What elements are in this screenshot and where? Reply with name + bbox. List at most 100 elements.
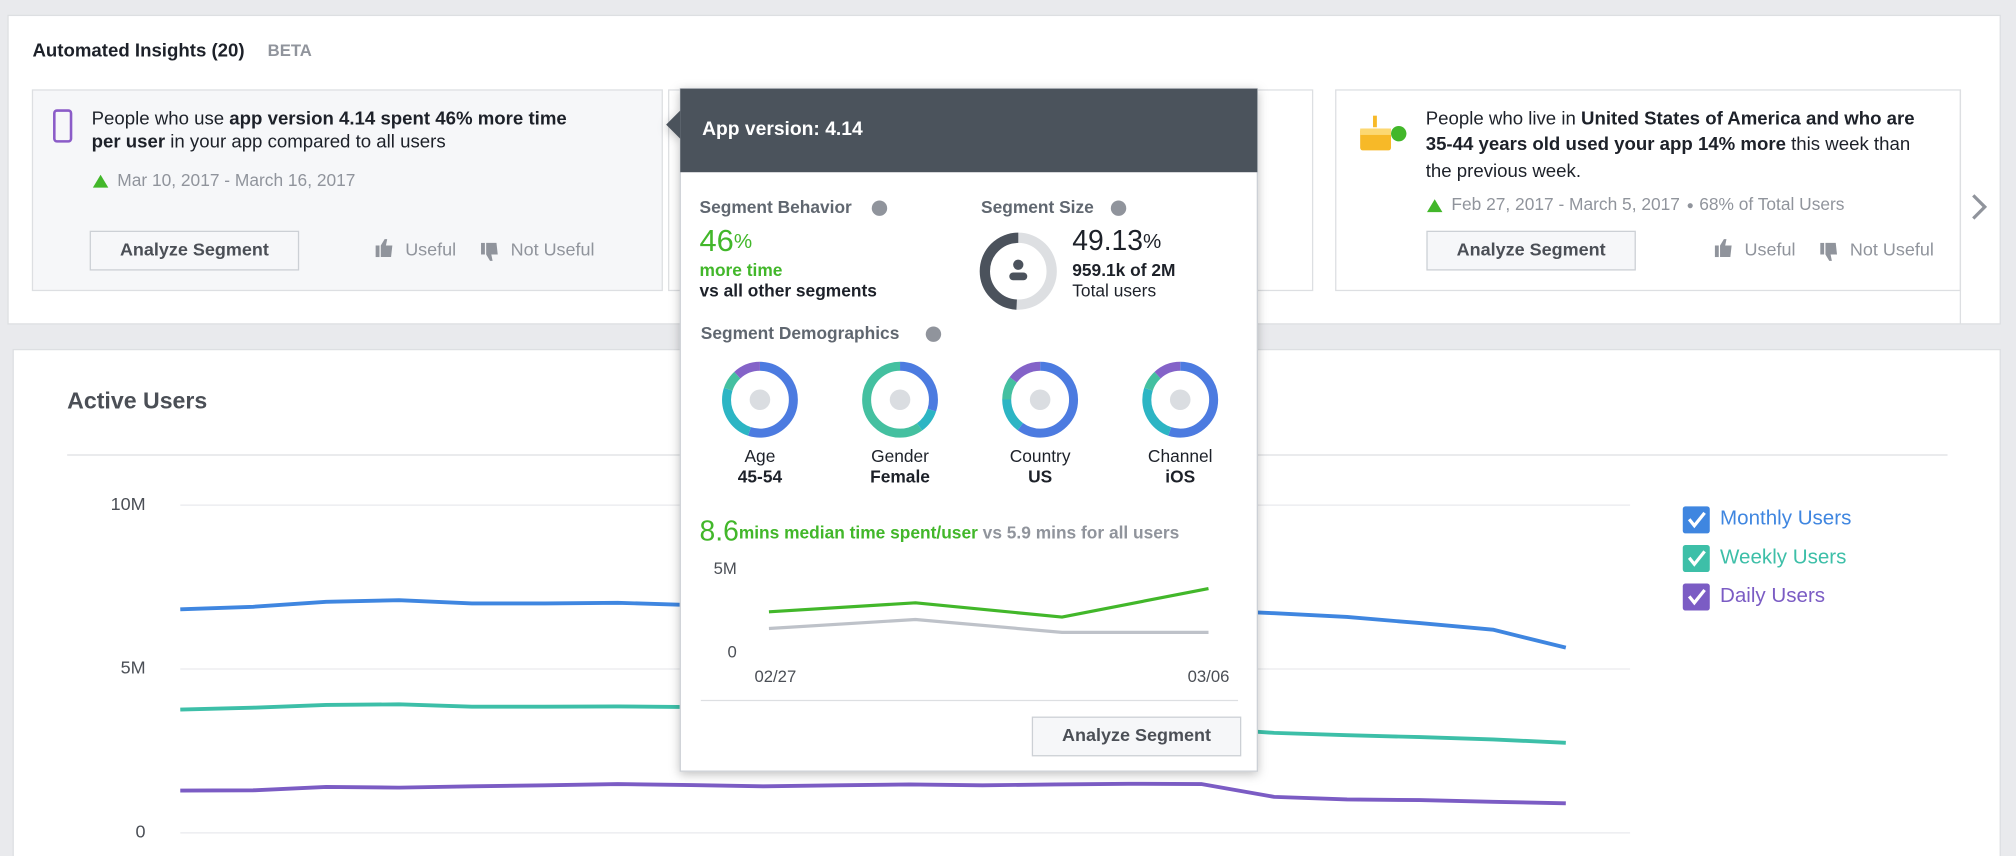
median-line: 8.6mins median time spent/user vs 5.9 mi… [700, 515, 1180, 547]
insight-text: People who use app version 4.14 spent 46… [92, 107, 567, 128]
thumb-up-icon [375, 239, 393, 258]
legend-label[interactable]: Monthly Users [1720, 507, 1851, 530]
legend-label[interactable]: Daily Users [1720, 584, 1825, 607]
cake-icon [1360, 115, 1407, 151]
demographic-value: iOS [1165, 467, 1195, 487]
y-tick-label: 10M [111, 494, 146, 514]
insights-title: Automated Insights (20) [32, 39, 244, 60]
info-icon[interactable] [871, 200, 888, 216]
behavior-value: 46% [700, 223, 753, 258]
insight-date: Mar 10, 2017 - March 16, 2017 [117, 170, 355, 190]
useful-button[interactable]: Useful [1744, 239, 1795, 259]
insight-text: People who live in United States of Amer… [1426, 107, 1915, 128]
icon-part [1720, 239, 1732, 258]
icon-part [1820, 242, 1825, 255]
demographic-ring [862, 361, 938, 438]
insight-extra: 68% of Total Users [1699, 194, 1845, 214]
series-line [180, 781, 1566, 806]
demographic-ring [722, 361, 798, 438]
icon-part [481, 242, 485, 255]
demographic-ring [1002, 361, 1079, 438]
info-icon[interactable] [1110, 200, 1127, 216]
unit: % [1143, 230, 1161, 253]
next-arrow[interactable] [1972, 194, 1988, 220]
checkmark [1687, 588, 1706, 606]
y-tick-label: 5M [121, 658, 146, 678]
value: 46 [700, 223, 734, 258]
chart-title: Active Users [67, 387, 207, 413]
not-useful-button[interactable]: Not Useful [1850, 239, 1934, 259]
comparison: vs 5.9 mins for all users [978, 522, 1179, 542]
icon-part [1825, 242, 1838, 261]
legend-label[interactable]: Weekly Users [1720, 545, 1846, 568]
y-tick-label: 0 [136, 822, 146, 842]
unit: % [734, 230, 752, 253]
value: 49.13 [1072, 224, 1143, 256]
y-tick-label: 0 [728, 642, 737, 661]
demographic-value: 45-54 [738, 467, 783, 487]
series-line [768, 586, 1209, 619]
text-segment: 35-44 years old used your app 14% more [1426, 133, 1786, 154]
demographic-icon [749, 389, 771, 411]
not-useful-button[interactable]: Not Useful [511, 239, 595, 259]
demographic-ring [1142, 361, 1219, 438]
info-icon[interactable] [925, 326, 942, 342]
bullet [1687, 203, 1693, 209]
text-segment: app version 4.14 spent 46% more time [229, 107, 566, 128]
button-label[interactable]: Analyze Segment [1457, 239, 1606, 259]
legend-checkbox[interactable] [1682, 506, 1710, 534]
section-heading: Segment Size [981, 197, 1094, 217]
button-label[interactable]: Analyze Segment [1062, 725, 1211, 745]
checkmark [1687, 511, 1706, 529]
demographic-icon [1169, 389, 1191, 411]
demographic-icon [1029, 389, 1051, 411]
text-segment: People who use [92, 107, 230, 128]
demographic-label: Country [1010, 446, 1071, 466]
section-heading: Segment Demographics [701, 323, 900, 343]
analyze-button[interactable] [89, 230, 300, 271]
checkmark [1687, 550, 1706, 567]
x-tick-label: 03/06 [1188, 667, 1230, 686]
icon-part [380, 239, 393, 258]
text-segment: this week than [1786, 133, 1910, 154]
button-label[interactable]: Analyze Segment [120, 239, 269, 259]
thumb-down-icon [481, 242, 498, 261]
icon-part [375, 245, 380, 258]
thumb-down-icon [1820, 242, 1838, 261]
popup-title: App version: 4.14 [702, 119, 863, 140]
trend-up-icon [1427, 199, 1443, 213]
unit: mins median time spent/user [739, 522, 978, 542]
insight-date: Feb 27, 2017 - March 5, 2017 [1451, 194, 1680, 214]
icon-part [1714, 245, 1719, 258]
trend-up-icon [92, 174, 109, 188]
legend-checkbox[interactable] [1682, 544, 1710, 572]
analyze-button[interactable] [1031, 716, 1242, 757]
demographic-ring [722, 361, 798, 438]
demographic-ring [1142, 361, 1219, 438]
popup-header [680, 88, 1258, 173]
size-donut-arc [979, 232, 1057, 310]
value: 8.6 [700, 515, 739, 547]
demographic-label: Channel [1148, 446, 1213, 466]
insight-text: the previous week. [1426, 160, 1581, 181]
person-icon [1009, 259, 1028, 281]
useful-button[interactable]: Useful [405, 239, 456, 259]
beta-badge: BETA [268, 41, 312, 60]
legend-checkbox[interactable] [1682, 583, 1710, 611]
text-segment: the previous week. [1426, 160, 1581, 181]
text-segment: People who live in [1426, 107, 1581, 128]
size-line: 959.1k of 2M [1072, 260, 1175, 280]
icon-part [486, 242, 498, 261]
size-value: 49.13% [1072, 224, 1161, 256]
demographic-ring [1002, 361, 1079, 438]
demographic-label: Age [745, 446, 776, 466]
section-heading: Segment Behavior [700, 197, 853, 217]
series-line [768, 617, 1209, 634]
y-tick-label: 5M [714, 559, 737, 578]
text-segment: in your app compared to all users [165, 131, 446, 152]
demographic-icon [889, 389, 911, 411]
text-segment: United States of America and who are [1581, 107, 1915, 128]
analyze-button[interactable] [1426, 230, 1636, 271]
